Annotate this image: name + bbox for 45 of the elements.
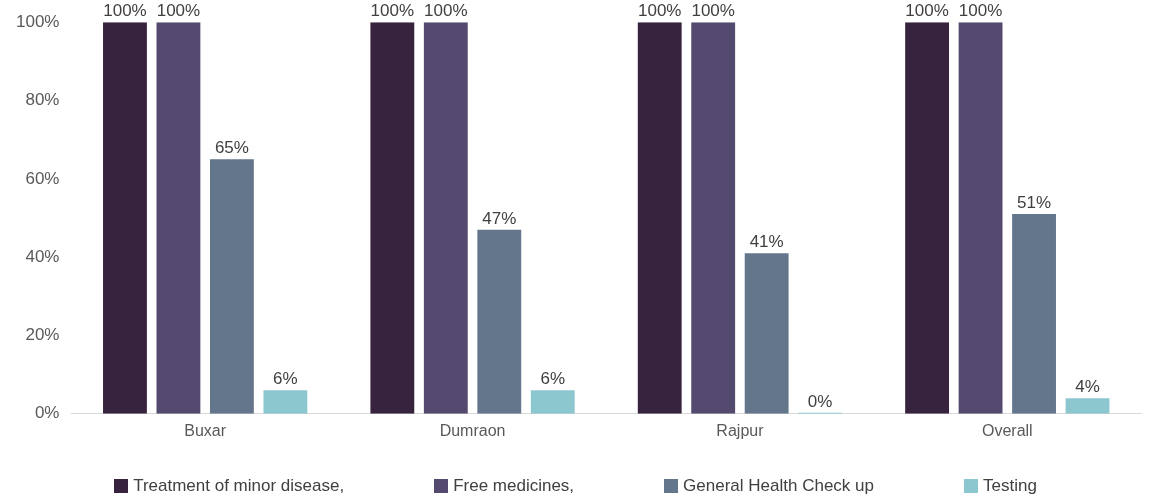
legend-label: Free medicines, xyxy=(453,476,575,496)
data-label: 100% xyxy=(103,1,147,21)
data-label: 100% xyxy=(424,1,468,21)
data-label: 51% xyxy=(1017,193,1052,213)
x-tick-label: Buxar xyxy=(184,421,227,439)
y-tick-label: 60% xyxy=(25,168,60,188)
data-label: 100% xyxy=(370,1,415,21)
x-tick-label: Rajpur xyxy=(716,421,765,439)
bar xyxy=(637,22,682,414)
bar xyxy=(1065,398,1110,414)
y-tick-label: 0% xyxy=(34,403,60,423)
data-label: 100% xyxy=(637,1,682,21)
data-label: 6% xyxy=(273,369,298,389)
x-tick-label: Dumraon xyxy=(439,421,506,439)
bar xyxy=(744,253,789,414)
legend-label: General Health Check up xyxy=(683,476,874,496)
data-label: 100% xyxy=(905,1,949,21)
y-tick-label: 80% xyxy=(25,90,60,110)
data-label: 4% xyxy=(1075,377,1100,397)
data-label: 100% xyxy=(691,1,735,21)
data-label: 41% xyxy=(749,232,784,252)
x-tick-label: Overall xyxy=(981,421,1033,439)
legend-label: Testing xyxy=(982,476,1037,496)
data-label: 6% xyxy=(540,369,566,389)
bar xyxy=(530,390,575,414)
y-tick-label: 20% xyxy=(25,325,60,345)
bar xyxy=(156,22,201,414)
data-label: 100% xyxy=(156,1,201,21)
data-label: 65% xyxy=(214,138,249,158)
y-tick-label: 100% xyxy=(16,11,60,31)
bar xyxy=(209,159,254,414)
bar xyxy=(958,22,1003,414)
bar xyxy=(103,22,147,414)
bar xyxy=(263,390,308,414)
bar xyxy=(477,229,522,414)
bar xyxy=(905,22,950,414)
data-label: 0% xyxy=(807,391,833,411)
bar xyxy=(423,22,468,414)
y-tick-label: 40% xyxy=(25,246,60,266)
bar xyxy=(691,22,736,414)
data-label: 47% xyxy=(482,208,517,228)
data-label: 100% xyxy=(958,1,1003,21)
legend-label: Treatment of minor disease, xyxy=(133,476,345,496)
bar xyxy=(1012,214,1056,414)
bar xyxy=(370,22,415,414)
